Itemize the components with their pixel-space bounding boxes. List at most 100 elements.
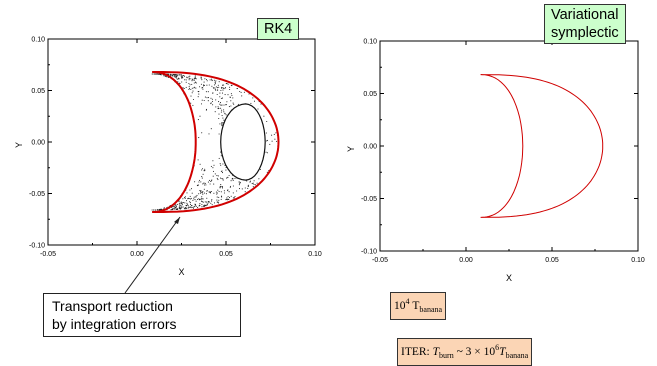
scatter-point [230,180,232,182]
scatter-point [177,203,179,205]
x-axis-label: X [178,267,184,277]
scatter-point [201,203,203,206]
scatter-point [183,75,186,77]
scatter-point [215,191,217,193]
scatter-point [222,179,224,181]
scatter-point [210,103,212,105]
scatter-point [232,192,234,194]
scatter-point [195,200,197,202]
scatter-point [196,198,199,200]
scatter-point [228,191,230,193]
scatter-point [206,203,208,205]
scatter-point [219,96,221,98]
scatter-point [192,207,195,209]
scatter-point [175,74,177,76]
scatter-point [249,181,251,183]
scatter-point [218,86,220,88]
scatter-point [220,111,222,113]
scatter-point [181,81,183,83]
scatter-point [240,91,242,93]
scatter-point [212,175,214,177]
scatter-point [220,104,222,106]
scatter-point [238,184,240,186]
scatter-point [210,190,212,193]
symplectic-label-line1: Variational [551,7,619,23]
scatter-point [195,78,197,80]
scatter-point [173,208,175,210]
scatter-point [216,196,218,198]
scatter-point [213,202,216,204]
scatter-point [225,104,227,106]
scatter-point [211,98,213,100]
scatter-point [178,78,180,80]
scatter-point [207,202,209,204]
scatter-point [220,170,222,173]
scatter-point [190,188,193,190]
scatter-point [238,188,241,190]
scatter-point [201,99,203,101]
scatter-point [221,178,223,180]
scatter-point [169,74,171,76]
scatter-point [194,75,197,77]
scatter-point [173,73,175,76]
scatter-point [200,103,203,105]
scatter-point [215,89,217,91]
scatter-point [196,194,198,196]
scatter-point [188,88,190,91]
scatter-point [193,77,195,79]
scatter-point [218,202,220,204]
scatter-point [199,204,201,206]
scatter-point [190,95,192,97]
scatter-point [232,178,234,180]
scatter-point [248,93,250,95]
iter-T: T [432,345,440,358]
scatter-point [271,134,273,136]
scatter-point [203,182,205,184]
scatter-point [205,91,207,93]
scatter-point [203,170,205,172]
scatter-point [175,205,178,207]
scatter-point [186,192,188,194]
scatter-point [213,84,216,86]
scatter-point [202,88,204,90]
scatter-point [201,169,203,171]
scatter-point [238,181,240,183]
iter-formula-label: ITER: Tburn ~ 3 × 106Tbanana [397,338,533,366]
scatter-point [213,79,215,81]
scatter-point [188,77,190,79]
scatter-point [199,203,201,205]
scatter-point [194,81,197,83]
scatter-point [216,93,218,96]
scatter-point [247,184,249,186]
scatter-point [221,86,223,88]
scatter-point [193,86,196,88]
scatter-point [213,164,215,166]
scatter-point [252,186,254,188]
scatter-point [191,80,193,82]
scatter-point [218,117,220,120]
scatter-point [219,185,221,187]
scatter-point [211,200,213,202]
scatter-point [266,120,268,123]
scatter-point [229,96,231,98]
scatter-point [211,204,213,206]
scatter-point [201,176,203,178]
scatter-point [185,86,187,88]
scatter-point [172,209,174,211]
scatter-point [232,97,234,99]
scatter-point [205,78,208,81]
transport-callout: Transport reduction by integration error… [43,293,241,337]
scatter-point [191,92,193,94]
scatter-point [190,197,192,199]
scatter-point [184,79,186,81]
scatter-point [208,191,210,193]
orbit-boundary [152,71,280,213]
scatter-point [165,75,167,77]
scatter-point [201,79,203,81]
scatter-point [253,180,255,182]
scatter-point [222,178,224,180]
scatter-point [209,192,212,194]
scatter-point [206,201,208,203]
scatter-point [191,205,193,207]
iter-sub-burn: burn [439,351,454,361]
